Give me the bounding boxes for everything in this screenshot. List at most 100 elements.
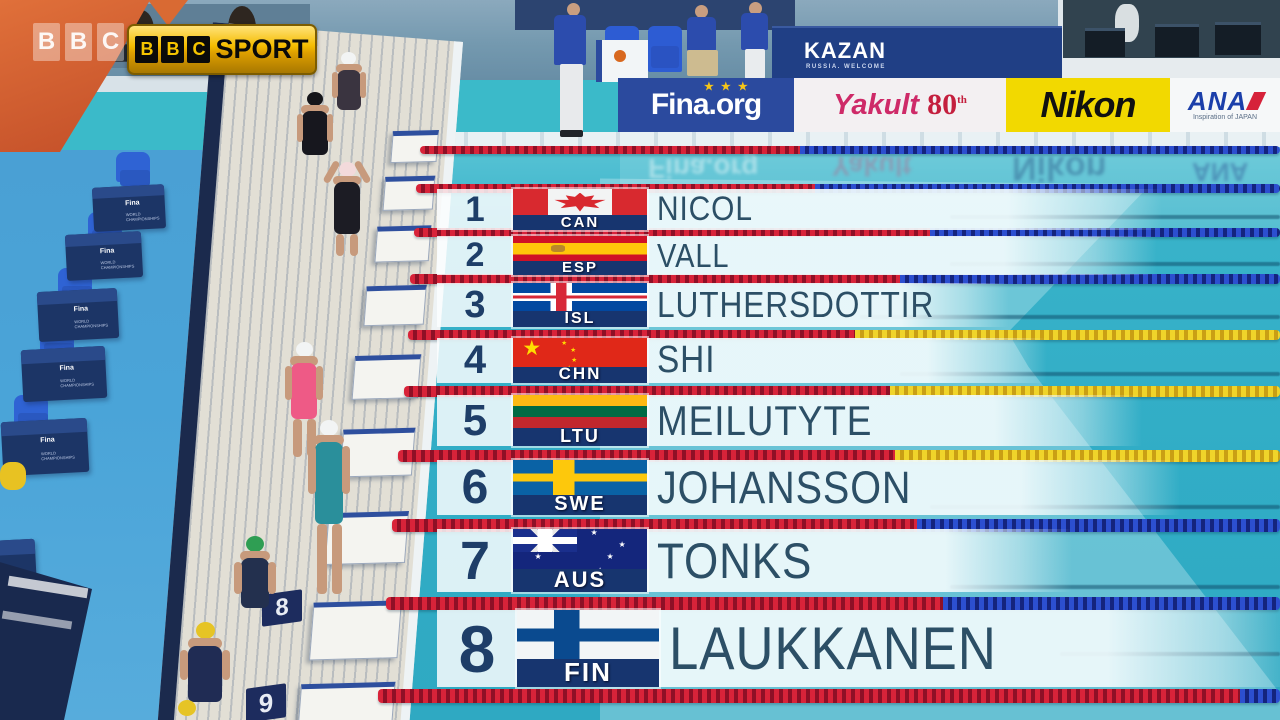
bbc-sport-text: SPORT	[215, 34, 309, 64]
ana-logo-text: ANA	[1188, 88, 1262, 114]
country-code: CAN	[560, 213, 600, 231]
swimmer	[232, 536, 276, 632]
country-code: ESP	[561, 259, 598, 277]
podium	[596, 40, 648, 82]
nikon-logo-text: Nikon	[1040, 84, 1136, 125]
equipment-box: Fina WORLD CHAMPIONSHIPS	[91, 184, 167, 232]
country-code: SWE	[554, 493, 606, 516]
swimmer	[322, 158, 372, 258]
starting-block	[382, 175, 436, 211]
swimmer	[172, 700, 202, 720]
australia-flag-icon	[513, 529, 647, 570]
equipment-box: Fina WORLD CHAMPIONSHIPS	[64, 231, 144, 281]
yakult-logo-text: Yakult	[833, 88, 920, 121]
swimmer-name: TONKS	[647, 529, 1072, 592]
bbc-watermark-letter: C	[97, 23, 124, 61]
starting-block	[363, 284, 427, 327]
lane-number: 1	[437, 189, 513, 230]
flag-cell: ESP	[513, 236, 647, 277]
flag-cell: SWE	[513, 460, 647, 515]
start-list-row: 7 AUS TONKS	[437, 529, 1072, 592]
start-list-row: 8 FIN LAUKKANEN	[437, 610, 1280, 687]
start-list-row: 5 LTU MEILUTYTE	[437, 395, 1142, 446]
bbc-watermark-letter: B	[33, 23, 60, 61]
lane-number: 2	[437, 236, 513, 275]
kazan-subtitle: RUSSIA. WELCOME	[806, 64, 886, 70]
country-code: AUS	[553, 567, 607, 593]
sponsor-fina: Fina.org ★ ★ ★	[618, 78, 794, 132]
lane-rope	[398, 450, 1280, 462]
country-code: ISL	[564, 309, 596, 327]
lane-rope	[386, 597, 1280, 610]
bbc-logo-letter: C	[187, 36, 211, 63]
block-number-plate: 9	[246, 683, 286, 720]
swimmer-name: JOHANSSON	[647, 460, 1180, 515]
equipment-box: Fina WORLD CHAMPIONSHIPS	[36, 287, 120, 343]
china-flag-icon	[513, 338, 647, 367]
finland-flag-icon	[517, 610, 659, 660]
monitor	[1085, 28, 1125, 57]
swimmer-name: LUTHERSDOTTIR	[647, 283, 1009, 327]
iceland-flag-icon	[513, 283, 647, 312]
deck-equipment	[0, 462, 26, 490]
lane-rope	[420, 146, 1280, 154]
booth-sill	[1058, 58, 1280, 80]
lane-number: 5	[437, 395, 513, 446]
swimmer	[283, 342, 325, 460]
start-list-row: 4 CHN SHI	[437, 338, 1047, 383]
lane-rope	[414, 228, 1280, 237]
lane-chair	[116, 152, 150, 186]
swimmer	[296, 92, 334, 164]
sponsor-ana: ANA Inspiration of JAPAN	[1170, 78, 1280, 132]
bbc-logo-letter: B	[161, 36, 185, 63]
lane-number: 6	[437, 460, 513, 515]
lane-rope	[408, 330, 1280, 340]
swimmer-name: VALL	[647, 236, 1157, 275]
fina-logo-text: Fina.org	[650, 88, 762, 121]
ana-tagline: Inspiration of JAPAN	[1192, 113, 1258, 121]
start-list-row: 3 ISL LUTHERSDOTTIR	[437, 283, 1009, 327]
bbc-logo-letter: B	[135, 36, 159, 63]
kazan-banner: KAZAN RUSSIA. WELCOME	[772, 26, 1062, 82]
country-code: CHN	[558, 364, 602, 384]
fina-stars-icon: ★ ★ ★	[704, 81, 750, 93]
start-list-row: 2 ESP VALL	[437, 236, 1157, 277]
pool-gutter-edge	[430, 132, 1280, 147]
lane-number: 7	[437, 529, 513, 592]
rope-shadow	[900, 372, 1280, 376]
monitor	[1215, 22, 1261, 55]
swimmer-name: SHI	[647, 338, 1047, 383]
lane-number: 4	[437, 338, 513, 383]
start-list-row: 1 CAN NICOL	[437, 189, 1162, 231]
flag-cell: CHN	[513, 338, 647, 383]
flag-cell: CAN	[513, 189, 647, 231]
flag-cell: LTU	[513, 395, 647, 446]
sponsor-yakult: Yakult 80th	[794, 78, 1006, 132]
flag-cell: AUS	[513, 529, 647, 592]
official-chair	[648, 26, 682, 72]
flag-cell: FIN	[517, 610, 659, 687]
equipment-box: Fina WORLD CHAMPIONSHIPS	[20, 345, 108, 403]
sponsor-nikon: Nikon	[1006, 78, 1170, 132]
country-code: FIN	[564, 656, 612, 687]
lane-rope	[378, 689, 1280, 703]
start-list-row: 6 SWE JOHANSSON	[437, 460, 1180, 515]
swimmer-name: MEILUTYTE	[647, 395, 1142, 446]
swimmer	[306, 420, 350, 605]
flag-cell: ISL	[513, 283, 647, 327]
lane-number: 3	[437, 283, 513, 327]
ana-reflection: ANA	[1192, 157, 1249, 187]
bbc-sport-logo: B B C SPORT	[127, 24, 317, 75]
bbc-watermark-letter: B	[65, 23, 92, 61]
swimmer	[176, 622, 232, 718]
sponsor-banner: Fina.org ★ ★ ★ Yakult 80th Nikon ANA Ins…	[618, 78, 1280, 132]
lithuania-flag-icon	[513, 395, 647, 428]
swimmer-name: LAUKKANEN	[659, 610, 1280, 687]
lane-rope	[404, 386, 1280, 397]
lane-rope	[410, 274, 1280, 284]
lane-number: 8	[437, 610, 517, 687]
canada-flag-icon	[513, 189, 647, 216]
sweden-flag-icon	[513, 460, 647, 496]
kazan-title: KAZAN	[804, 38, 886, 63]
monitor	[1155, 24, 1199, 57]
